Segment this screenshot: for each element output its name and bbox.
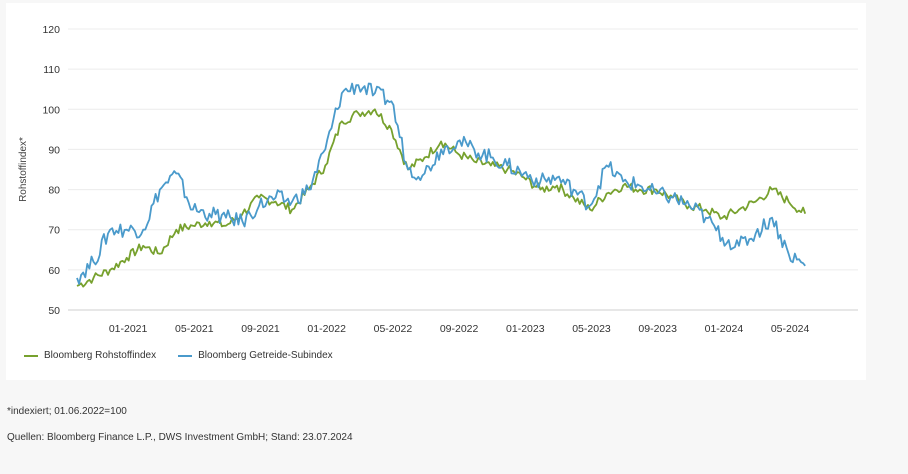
x-tick-label: 01-2024	[705, 323, 744, 335]
y-tick-label: 60	[48, 265, 60, 277]
x-tick-label: 09-2022	[440, 323, 479, 335]
x-tick-label: 05-2021	[175, 323, 214, 335]
y-tick-label: 120	[42, 24, 60, 36]
legend-item-getreide: Bloomberg Getreide-Subindex	[178, 350, 333, 361]
legend-swatch-getreide	[178, 354, 193, 357]
y-tick-label: 100	[42, 104, 60, 116]
series-line-rohstoffindex	[76, 108, 807, 288]
line-chart: 50 60 70 80 90 100 110 120 01-2021 05-2021 09-2021…	[18, 24, 858, 335]
x-tick-label: 05-2024	[771, 323, 810, 335]
legend-label-rohstoffindex: Bloomberg Rohstoffindex	[44, 350, 157, 361]
x-tick-label: 05-2022	[374, 323, 413, 335]
y-axis-label: Rohstoffindex*	[18, 137, 29, 202]
y-tick-label: 80	[48, 185, 60, 197]
y-tick-label: 90	[48, 144, 60, 156]
footnote-indexed: *indexiert; 01.06.2022=100	[7, 406, 127, 417]
legend: Bloomberg Rohstoffindex Bloomberg Getrei…	[24, 350, 333, 361]
x-tick-label: 01-2022	[307, 323, 346, 335]
chart-card: 50 60 70 80 90 100 110 120 01-2021 05-2021 09-2021…	[6, 3, 866, 380]
legend-item-rohstoffindex: Bloomberg Rohstoffindex	[24, 350, 156, 361]
x-tick-label: 09-2023	[638, 323, 677, 335]
x-tick-label: 01-2021	[109, 323, 148, 335]
legend-swatch-rohstoffindex	[24, 354, 38, 357]
x-tick-label: 05-2023	[572, 323, 611, 335]
x-tick-label: 01-2023	[506, 323, 545, 335]
y-tick-label: 50	[48, 305, 60, 317]
series-line-getreide-subindex	[76, 82, 806, 285]
legend-label-getreide: Bloomberg Getreide-Subindex	[198, 350, 333, 361]
y-tick-label: 70	[48, 225, 60, 237]
footnote-sources: Quellen: Bloomberg Finance L.P., DWS Inv…	[7, 432, 353, 443]
x-tick-label: 09-2021	[241, 323, 280, 335]
y-tick-label: 110	[43, 64, 60, 76]
